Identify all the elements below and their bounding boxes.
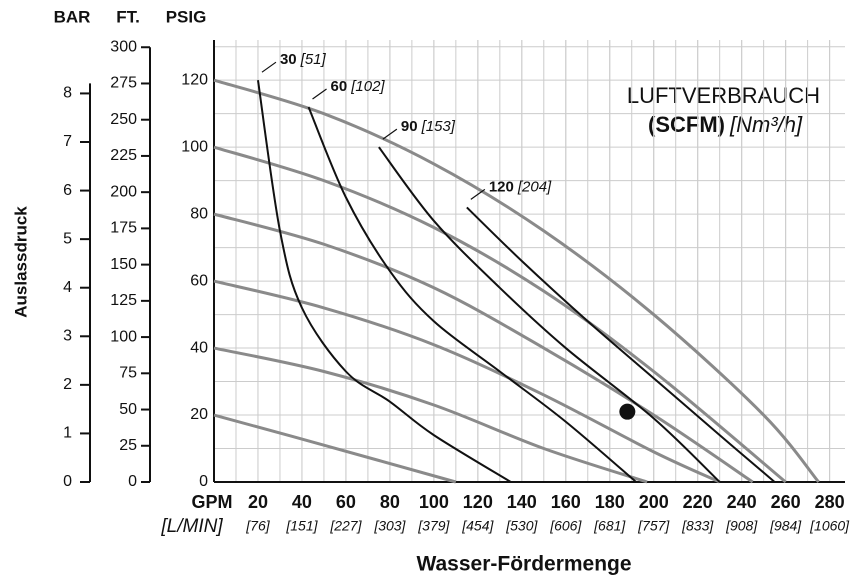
air-curve-label: 90 [153]: [401, 118, 456, 135]
ft-tick-label: 250: [110, 111, 137, 128]
legend-unit-metric: [Nm³/h]: [729, 112, 803, 137]
x-tick-label: 140: [507, 492, 537, 512]
x-tick-label: 200: [639, 492, 669, 512]
x-tick-label: 280: [815, 492, 845, 512]
air-curve-label: 30 [51]: [280, 51, 327, 68]
x-unit: GPM: [191, 492, 232, 512]
x-tick-label: 60: [336, 492, 356, 512]
x-tick-metric: [530]: [505, 518, 538, 534]
ft-tick-label: 50: [119, 401, 137, 418]
air-curve-label: 120 [204]: [489, 178, 552, 195]
air-curve: [378, 146, 721, 483]
x-tick-label: 260: [771, 492, 801, 512]
x-tick-metric: [681]: [593, 518, 626, 534]
ft-tick-label: 0: [128, 473, 137, 490]
psig-tick-label: 0: [199, 473, 208, 490]
label-leader: [312, 88, 327, 100]
pressure-curve: [213, 346, 648, 484]
legend-title: LUFTVERBRAUCH: [627, 83, 820, 108]
ft-tick-label: 225: [110, 147, 137, 164]
x-tick-metric: [984]: [769, 518, 802, 534]
bar-tick-label: 6: [63, 182, 72, 199]
x-tick-metric: [757]: [637, 518, 670, 534]
x-tick-metric: [908]: [725, 518, 758, 534]
x-tick-metric: [303]: [373, 518, 406, 534]
pressure-curve: [213, 413, 457, 484]
psig-tick-label: 120: [181, 71, 208, 88]
air-curve: [307, 106, 637, 483]
bar-tick-label: 2: [63, 376, 72, 393]
x-tick-label: 120: [463, 492, 493, 512]
x-tick-metric: [76]: [245, 518, 270, 534]
ft-tick-label: 150: [110, 256, 137, 273]
operating-point: [619, 403, 636, 420]
psig-tick-label: 60: [190, 272, 208, 289]
air-label-metric: [204]: [517, 178, 552, 195]
y-title: Auslassdruck: [11, 206, 30, 318]
bar-tick-label: 5: [63, 230, 72, 247]
bar-tick-label: 8: [63, 85, 72, 102]
ft-title: FT.: [116, 7, 140, 26]
ft-tick-label: 100: [110, 328, 137, 345]
pressure-curve: [213, 145, 787, 484]
x-title: Wasser-Fördermenge: [416, 553, 631, 576]
bar-tick-label: 3: [63, 328, 72, 345]
x-tick-label: 180: [595, 492, 625, 512]
air-label-metric: [102]: [350, 78, 385, 95]
x-tick-metric: [379]: [417, 518, 450, 534]
bar-tick-label: 1: [63, 425, 72, 442]
bar-tick-label: 7: [63, 133, 72, 150]
x-tick-metric: [227]: [329, 518, 362, 534]
ft-tick-label: 275: [110, 75, 137, 92]
x-tick-metric: [1060]: [809, 518, 850, 534]
x-tick-metric: [454]: [461, 518, 494, 534]
x-tick-metric: [151]: [285, 518, 318, 534]
psig-tick-label: 20: [190, 406, 208, 423]
x-tick-label: 100: [419, 492, 449, 512]
air-label-metric: [153]: [421, 118, 456, 135]
psig-title: PSIG: [166, 7, 207, 26]
air-label-scfm: 90: [401, 118, 418, 135]
label-leader: [261, 61, 277, 73]
x-tick-label: 240: [727, 492, 757, 512]
ft-tick-label: 200: [110, 183, 137, 200]
x-tick-label: 80: [380, 492, 400, 512]
x-unit-metric: [L/MIN]: [160, 516, 223, 537]
air-curve: [256, 80, 512, 483]
pressure-curve: [213, 279, 721, 484]
air-label-scfm: 120: [489, 178, 514, 195]
x-tick-label: 40: [292, 492, 312, 512]
ft-tick-label: 25: [119, 437, 137, 454]
air-label-metric: [51]: [300, 51, 327, 68]
pressure-curve: [213, 78, 820, 483]
bar-tick-label: 0: [63, 473, 72, 490]
air-curve-label: 60 [102]: [331, 78, 386, 95]
legend-unit: (SCFM): [648, 112, 725, 137]
bar-title: BAR: [54, 7, 91, 26]
air-label-scfm: 60: [331, 78, 348, 95]
psig-tick-label: 100: [181, 138, 208, 155]
label-leader: [382, 128, 398, 140]
psig-tick-label: 80: [190, 205, 208, 222]
x-tick-metric: [606]: [549, 518, 582, 534]
pressure-curve: [213, 212, 754, 484]
label-leader: [470, 188, 486, 200]
ft-tick-label: 125: [110, 292, 137, 309]
bar-tick-label: 4: [63, 279, 72, 296]
ft-tick-label: 300: [110, 38, 137, 55]
x-tick-metric: [833]: [681, 518, 714, 534]
x-tick-label: 20: [248, 492, 268, 512]
ft-tick-label: 175: [110, 220, 137, 237]
x-tick-label: 220: [683, 492, 713, 512]
ft-tick-label: 75: [119, 365, 137, 382]
air-label-scfm: 30: [280, 51, 297, 68]
psig-tick-label: 40: [190, 339, 208, 356]
x-tick-label: 160: [551, 492, 581, 512]
air-curve: [466, 206, 776, 483]
